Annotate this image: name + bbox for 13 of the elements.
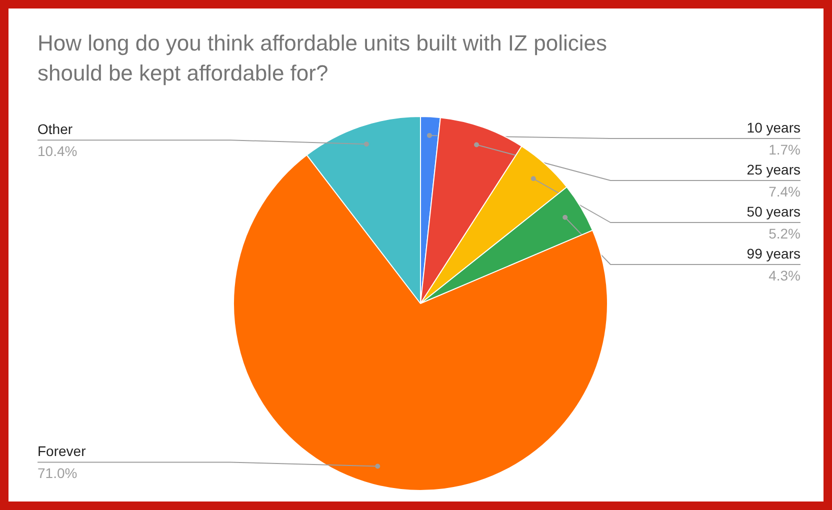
data-label: 4.3%: [768, 268, 801, 284]
data-label: 10.4%: [38, 143, 78, 160]
slice-label: 50 years: [746, 204, 801, 220]
slice-label: Other: [38, 121, 73, 138]
slice-label: Forever: [38, 443, 86, 460]
data-label: 71.0%: [38, 465, 78, 482]
slice-label: 99 years: [746, 246, 801, 262]
data-label: 1.7%: [768, 142, 801, 158]
slice-label: 10 years: [746, 120, 801, 136]
data-label: 7.4%: [768, 184, 801, 200]
data-label: 5.2%: [768, 226, 801, 242]
chart-title: How long do you think affordable units built with IZ policies should be kept affordable for?: [38, 30, 607, 86]
slice-label: 25 years: [746, 162, 801, 178]
